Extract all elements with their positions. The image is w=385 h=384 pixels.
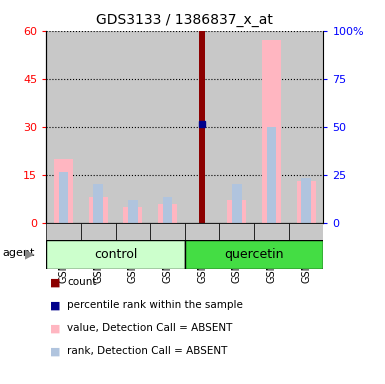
Bar	[185, 240, 323, 269]
Bar	[296, 181, 316, 223]
Text: percentile rank within the sample: percentile rank within the sample	[67, 300, 243, 310]
Bar	[123, 207, 142, 223]
Text: ■: ■	[50, 323, 60, 333]
Bar	[54, 159, 73, 223]
Bar	[158, 204, 177, 223]
Bar	[227, 200, 246, 223]
Text: ■: ■	[50, 277, 60, 287]
Bar	[116, 31, 150, 223]
Bar	[289, 31, 323, 223]
Bar	[219, 223, 254, 240]
Text: count: count	[67, 277, 97, 287]
Bar	[262, 40, 281, 223]
Bar	[185, 31, 219, 223]
Text: value, Detection Call = ABSENT: value, Detection Call = ABSENT	[67, 323, 233, 333]
Bar	[266, 127, 276, 223]
Bar	[254, 31, 289, 223]
Bar	[81, 223, 116, 240]
Text: rank, Detection Call = ABSENT: rank, Detection Call = ABSENT	[67, 346, 228, 356]
Text: quercetin: quercetin	[224, 248, 284, 261]
Title: GDS3133 / 1386837_x_at: GDS3133 / 1386837_x_at	[96, 13, 273, 27]
Bar	[219, 31, 254, 223]
Bar	[232, 184, 242, 223]
Bar	[81, 31, 116, 223]
Text: ■: ■	[50, 346, 60, 356]
Bar	[46, 223, 81, 240]
Bar	[116, 223, 150, 240]
Text: agent: agent	[2, 248, 34, 258]
Bar	[150, 31, 185, 223]
Text: control: control	[94, 248, 137, 261]
Text: ■: ■	[50, 300, 60, 310]
Bar	[254, 223, 289, 240]
Text: ▶: ▶	[25, 247, 35, 260]
Bar	[162, 197, 172, 223]
Bar	[150, 223, 185, 240]
Bar	[301, 178, 311, 223]
Bar	[128, 200, 138, 223]
Bar	[89, 197, 108, 223]
Bar	[93, 184, 103, 223]
Bar	[46, 240, 185, 269]
Bar	[199, 31, 205, 223]
Bar	[46, 31, 81, 223]
Bar	[185, 223, 219, 240]
Bar	[289, 223, 323, 240]
Bar	[59, 172, 69, 223]
